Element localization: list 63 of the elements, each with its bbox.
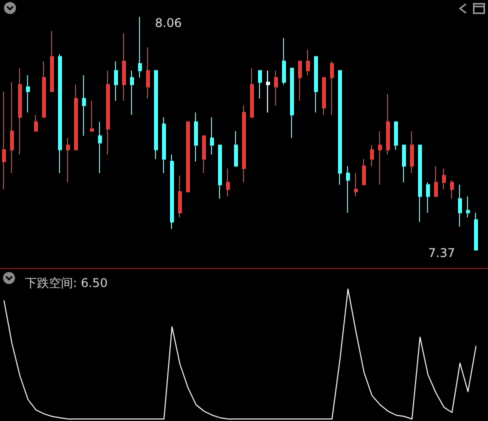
candlestick <box>186 121 190 192</box>
candlestick <box>346 166 350 214</box>
annotation: 8.06 <box>155 16 182 30</box>
candlestick <box>330 60 334 116</box>
candlestick <box>274 70 278 106</box>
candlestick <box>306 49 310 76</box>
candlestick <box>314 56 318 114</box>
candlestick <box>66 138 70 183</box>
candlestick <box>146 46 150 100</box>
candlestick <box>410 130 414 174</box>
candlestick <box>106 70 110 155</box>
chart-title: 下跌空间: 6.50 <box>25 276 108 290</box>
candlestick <box>290 68 294 139</box>
candlestick <box>402 144 406 183</box>
candlestick <box>210 116 214 155</box>
candlestick <box>370 144 374 167</box>
candlestick <box>386 93 390 155</box>
candlestick <box>162 116 166 174</box>
candlestick <box>18 68 22 155</box>
candlestick <box>258 70 262 100</box>
candlestick <box>138 16 142 78</box>
candlestick <box>354 172 358 197</box>
candlestick <box>130 70 134 116</box>
candlestick <box>26 74 30 114</box>
candlestick <box>58 54 62 174</box>
candlestick <box>250 68 254 118</box>
candlestick <box>98 121 102 174</box>
candlestick <box>442 168 446 190</box>
candlestick <box>90 100 94 132</box>
candlestick <box>434 166 438 197</box>
candlestick <box>194 112 198 162</box>
candlestick <box>362 158 366 186</box>
candlestick <box>10 82 14 174</box>
candlestick <box>34 114 38 132</box>
candlestick <box>450 180 454 200</box>
candlestick <box>170 154 174 230</box>
candlestick <box>114 60 118 102</box>
candlestick <box>298 60 302 102</box>
candlestick <box>378 130 382 186</box>
candlestick <box>2 91 6 190</box>
candlestick <box>426 182 430 214</box>
candlestick <box>322 77 326 116</box>
candlestick <box>218 144 222 200</box>
candlestick <box>202 135 206 174</box>
candlestick <box>242 105 246 183</box>
candlestick <box>282 37 286 86</box>
candlestick <box>458 184 462 228</box>
candlestick <box>82 74 86 136</box>
candlestick <box>234 130 238 167</box>
candlestick <box>394 121 398 150</box>
candlestick <box>338 70 342 186</box>
candlestick <box>74 84 78 150</box>
candlestick <box>50 30 54 92</box>
candlestick <box>178 174 182 218</box>
candlestick <box>154 70 158 160</box>
candlestick <box>226 168 230 197</box>
annotation: 7.37 <box>428 246 455 260</box>
candlestick <box>474 212 478 250</box>
candlestick <box>418 144 422 223</box>
candlestick <box>266 70 270 114</box>
candlestick <box>42 60 46 118</box>
candlestick <box>466 196 470 218</box>
candlestick <box>122 32 126 102</box>
